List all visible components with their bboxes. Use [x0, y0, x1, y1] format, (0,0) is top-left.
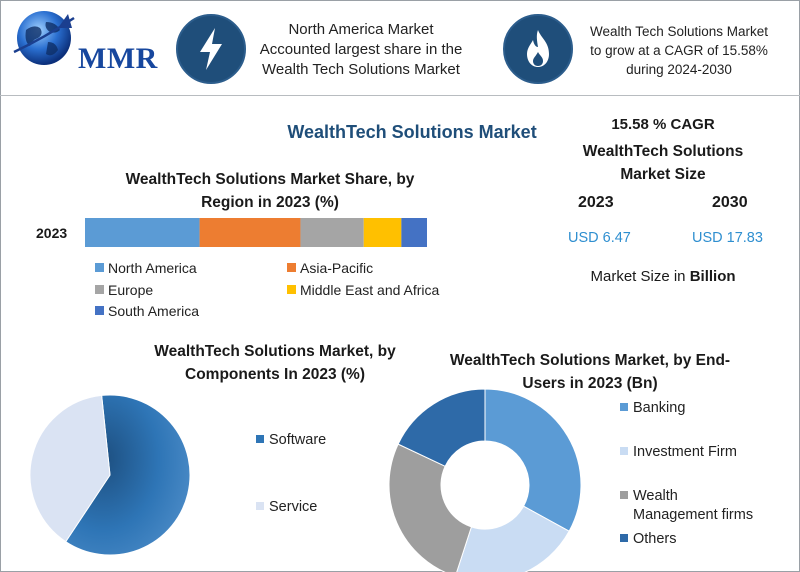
callout2-line1: Wealth Tech Solutions Market [589, 24, 769, 39]
callout2-line3: during 2024-2030 [626, 62, 732, 77]
end-users-chart-title: WealthTech Solutions Market, by End- Use… [430, 349, 750, 395]
components-title-line1: WealthTech Solutions Market, by [154, 343, 396, 360]
legend-label: Middle East and Africa [300, 282, 440, 298]
callout-cagr: Wealth Tech Solutions Market to grow at … [576, 22, 782, 79]
region-title-line2: Region in 2023 (%) [201, 194, 339, 211]
legend-label: Europe [108, 282, 154, 298]
region-legend-item: Europe [95, 282, 153, 298]
legend-swatch [95, 263, 104, 272]
legend-swatch [287, 263, 296, 272]
callout2-line2: to grow at a CAGR of 15.58% [590, 43, 768, 58]
end-users-legend-item: Others [620, 530, 677, 549]
legend-label-line2: Management firms [633, 507, 754, 523]
legend-label: Asia-Pacific [300, 260, 374, 276]
legend-label: Service [269, 499, 318, 515]
callout-north-america: North America Market Accounted largest s… [248, 20, 474, 80]
legend-swatch [95, 285, 104, 294]
bar-category-label: 2023 [36, 225, 68, 241]
market-size-label: WealthTech Solutions Market Size [550, 140, 776, 186]
end-users-legend-item: Investment Firm [620, 443, 737, 462]
end-users-title-line2: Users in 2023 (Bn) [522, 375, 658, 392]
header-divider [0, 95, 800, 96]
cagr-value: 15.58 % CAGR [611, 116, 715, 133]
legend-label: Others [633, 531, 677, 547]
callout1-line2: Accounted largest share in the [259, 41, 463, 58]
end-users-title-line1: WealthTech Solutions Market, by End- [449, 352, 731, 369]
end-users-legend-item: Banking [620, 399, 685, 418]
market-size-label-line2: Market Size [620, 166, 706, 183]
mmr-logo: MMR [8, 8, 158, 78]
legend-label: North America [108, 260, 197, 276]
value-start: USD 6.47 [568, 230, 631, 246]
lightning-icon [176, 14, 246, 84]
legend-label: Software [269, 432, 327, 448]
flame-icon [503, 14, 573, 84]
components-legend-item: Service [256, 498, 317, 517]
legend-swatch [620, 447, 628, 455]
region-chart-title: WealthTech Solutions Market Share, by Re… [70, 168, 470, 214]
legend-swatch [620, 491, 628, 499]
legend-swatch [287, 285, 296, 294]
value-end: USD 17.83 [692, 230, 763, 246]
region-legend-item: North America [95, 260, 197, 276]
components-title-line2: Components In 2023 (%) [185, 366, 365, 383]
legend-swatch [95, 306, 104, 315]
header: MMR North America Market Accounted large… [0, 0, 800, 96]
legend-label: Banking [633, 400, 686, 416]
legend-swatch [256, 435, 264, 443]
region-legend-item: South America [95, 303, 199, 319]
main-title: WealthTech Solutions Market [287, 122, 537, 142]
globe-icon [13, 11, 75, 65]
unit-bold: Billion [689, 268, 736, 285]
legend-swatch [620, 403, 628, 411]
components-legend-item: Software [256, 431, 326, 450]
year-end: 2030 [712, 194, 748, 211]
legend-swatch [256, 502, 264, 510]
unit-prefix: Market Size in [590, 268, 690, 285]
callout1-line3: Wealth Tech Solutions Market [262, 61, 460, 78]
legend-label: South America [108, 303, 200, 319]
market-size-unit: Market Size in Billion [550, 268, 776, 285]
region-legend-item: Middle East and Africa [287, 282, 439, 298]
legend-label: Investment Firm [633, 444, 737, 460]
market-size-label-line1: WealthTech Solutions [582, 143, 744, 160]
legend-label: Wealth [633, 488, 678, 504]
components-chart-title: WealthTech Solutions Market, by Componen… [120, 340, 430, 386]
end-users-legend-item: Wealth Management firms [620, 487, 753, 525]
year-start: 2023 [578, 194, 614, 211]
region-title-line1: WealthTech Solutions Market Share, by [125, 171, 415, 188]
callout1-line1: North America Market [288, 21, 434, 38]
legend-swatch [620, 534, 628, 542]
logo-text: MMR [78, 42, 158, 75]
region-legend-item: Asia-Pacific [287, 260, 373, 276]
